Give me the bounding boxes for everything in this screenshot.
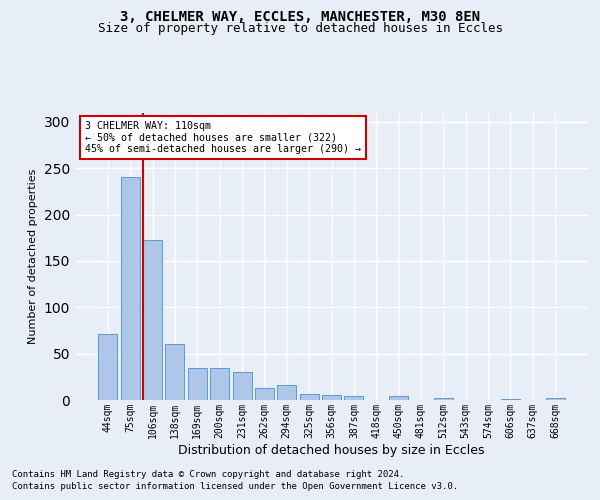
Bar bbox=[434, 398, 453, 400]
Bar bbox=[322, 396, 341, 400]
Bar bbox=[98, 334, 118, 400]
Text: Contains HM Land Registry data © Crown copyright and database right 2024.: Contains HM Land Registry data © Crown c… bbox=[12, 470, 404, 479]
Text: Contains public sector information licensed under the Open Government Licence v3: Contains public sector information licen… bbox=[12, 482, 458, 491]
Bar bbox=[344, 396, 364, 400]
Bar bbox=[299, 394, 319, 400]
Text: Size of property relative to detached houses in Eccles: Size of property relative to detached ho… bbox=[97, 22, 503, 35]
X-axis label: Distribution of detached houses by size in Eccles: Distribution of detached houses by size … bbox=[178, 444, 485, 456]
Bar bbox=[166, 344, 184, 400]
Bar bbox=[233, 372, 251, 400]
Bar bbox=[501, 399, 520, 400]
Y-axis label: Number of detached properties: Number of detached properties bbox=[28, 168, 38, 344]
Text: 3, CHELMER WAY, ECCLES, MANCHESTER, M30 8EN: 3, CHELMER WAY, ECCLES, MANCHESTER, M30 … bbox=[120, 10, 480, 24]
Bar bbox=[545, 398, 565, 400]
Bar bbox=[277, 385, 296, 400]
Bar bbox=[389, 396, 408, 400]
Bar bbox=[188, 368, 207, 400]
Bar bbox=[121, 178, 140, 400]
Bar bbox=[143, 240, 162, 400]
Bar bbox=[255, 388, 274, 400]
Text: 3 CHELMER WAY: 110sqm
← 50% of detached houses are smaller (322)
45% of semi-det: 3 CHELMER WAY: 110sqm ← 50% of detached … bbox=[85, 121, 361, 154]
Bar bbox=[210, 368, 229, 400]
